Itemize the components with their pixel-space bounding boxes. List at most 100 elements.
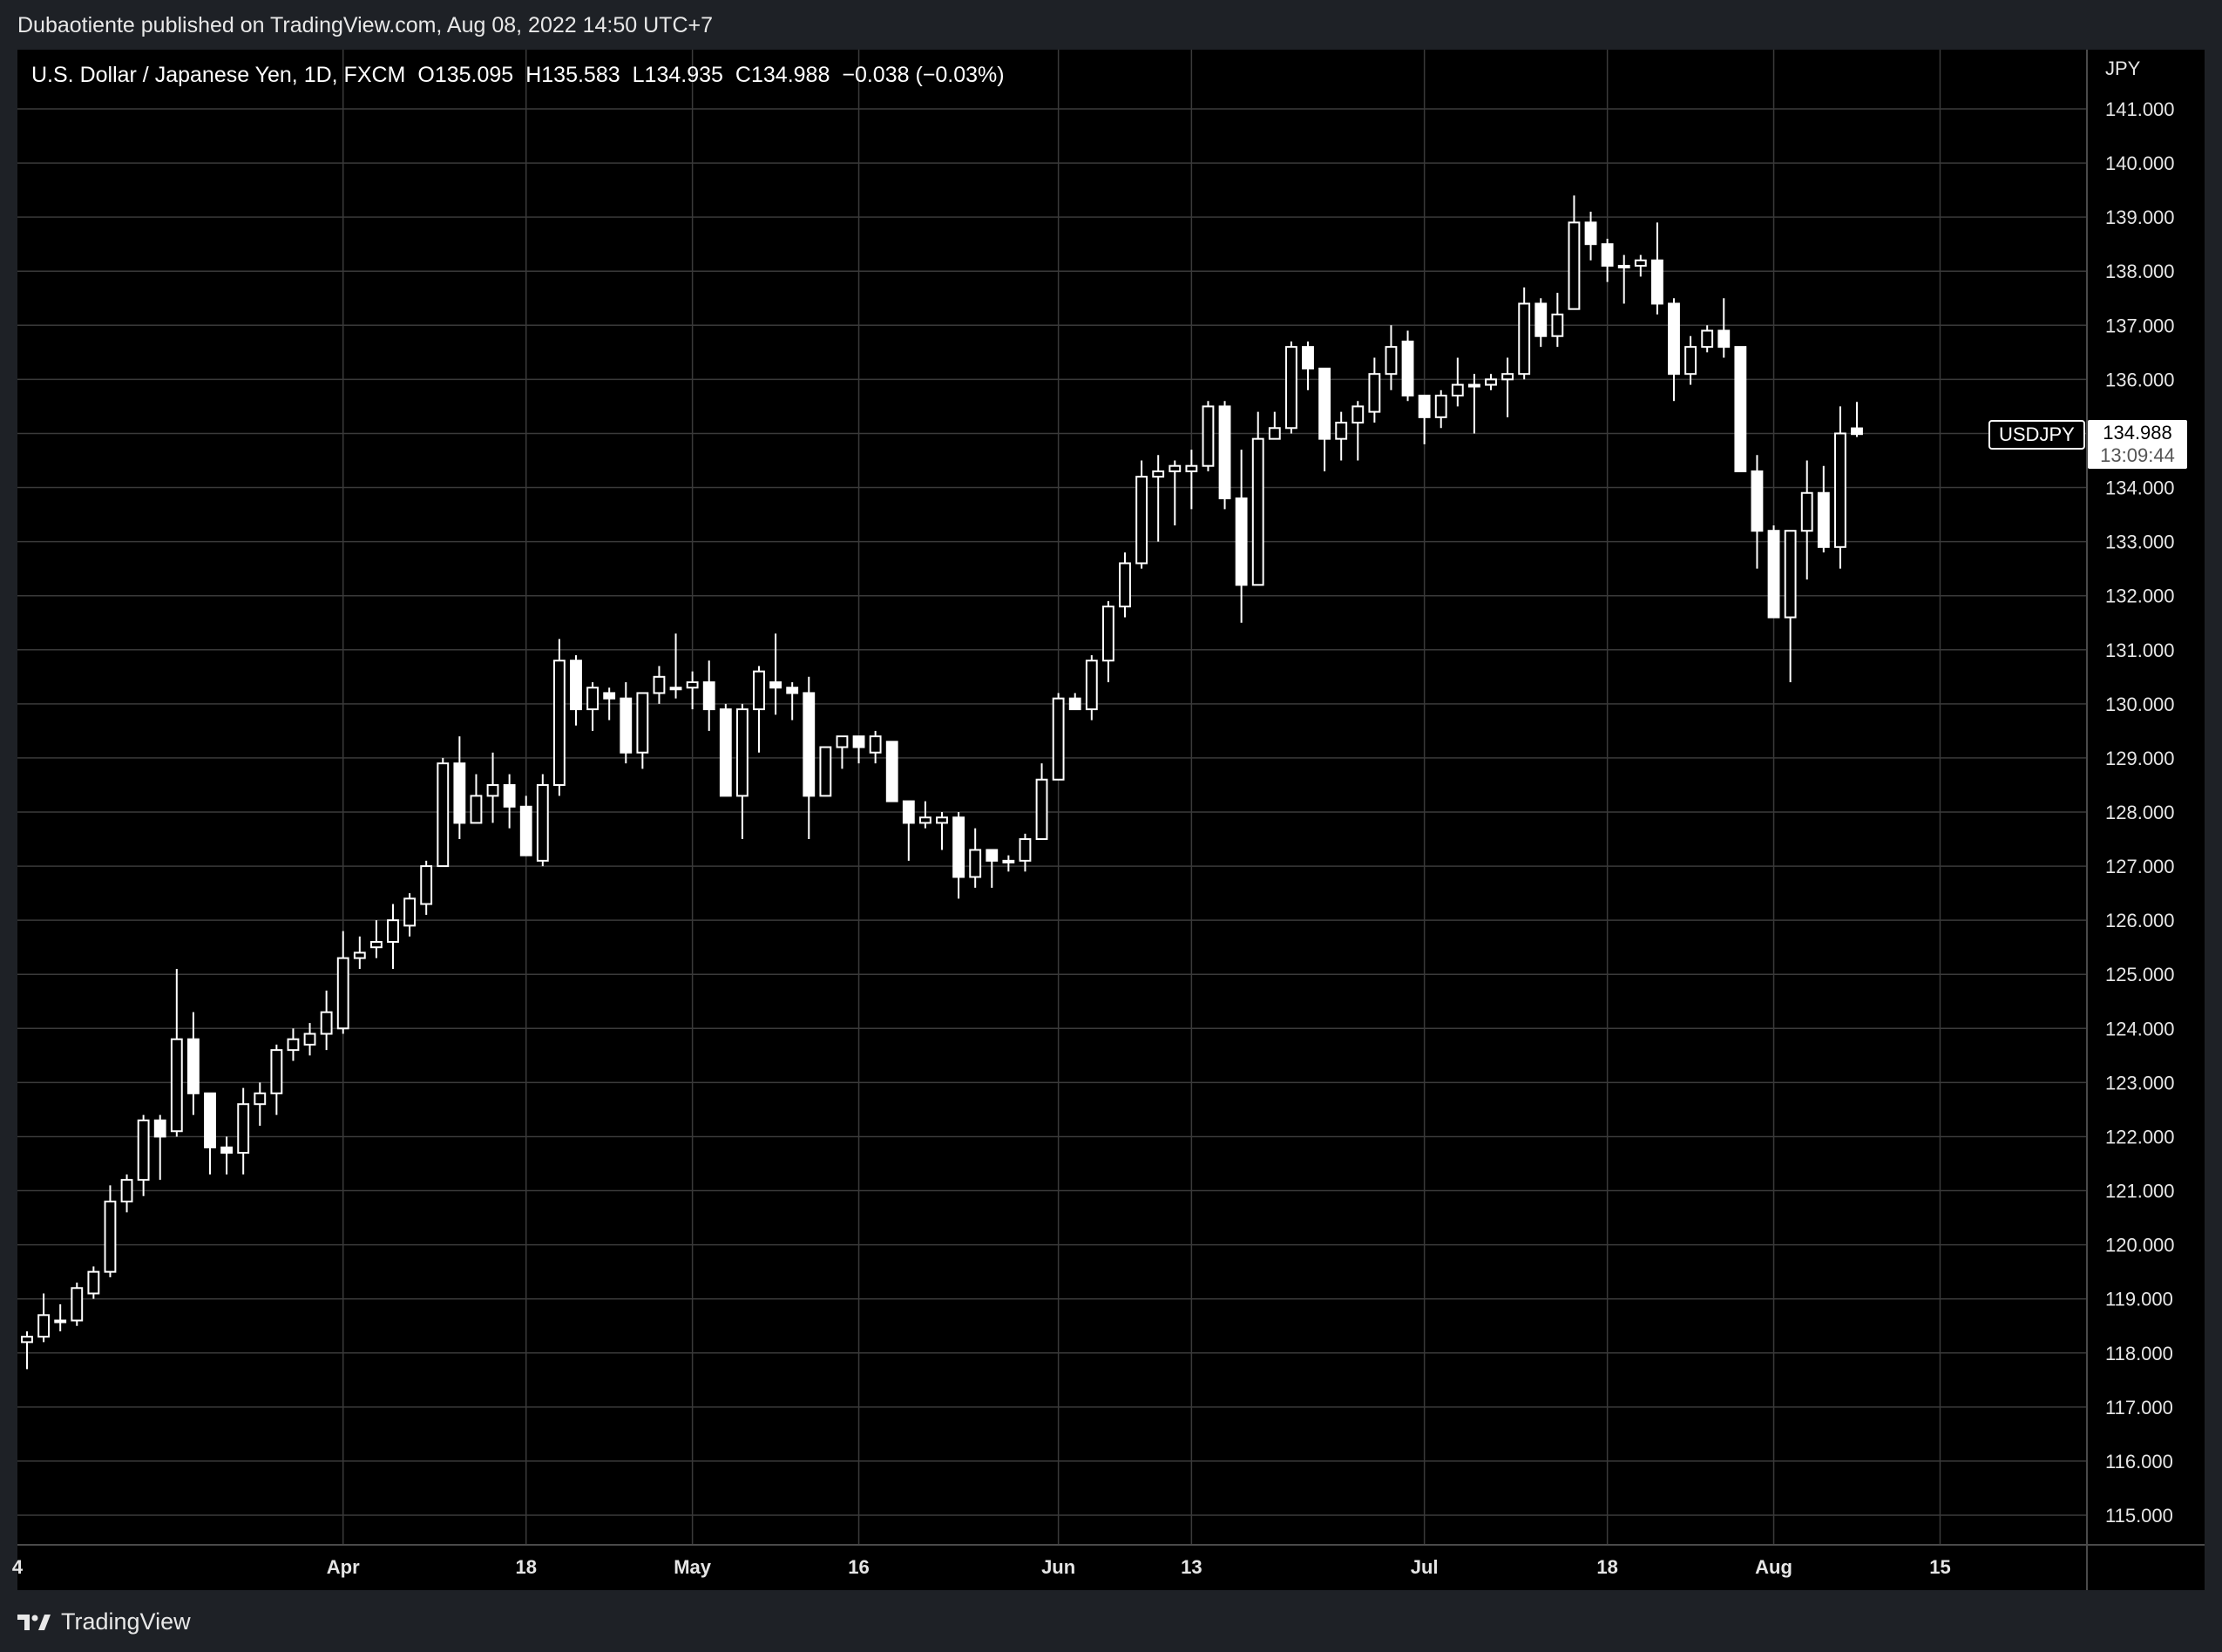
candle-body-up bbox=[1684, 346, 1697, 376]
candle-body-up bbox=[237, 1103, 250, 1154]
price-axis: 141.000 140.000 139.000 138.000 137.000 136.0… bbox=[2086, 50, 2175, 1590]
candle-body-down bbox=[603, 692, 616, 700]
candle-body-up bbox=[586, 687, 600, 711]
candle bbox=[1351, 401, 1365, 461]
candle bbox=[1467, 374, 1480, 434]
candle-body-up bbox=[1002, 859, 1015, 863]
candle-body-down bbox=[1668, 302, 1680, 376]
candle-body-up bbox=[669, 687, 682, 691]
candle-body-down bbox=[902, 800, 915, 824]
legend-title: U.S. Dollar / Japanese Yen, 1D, FXCM bbox=[31, 63, 406, 87]
candle bbox=[1302, 341, 1314, 390]
candle-body-up bbox=[1501, 373, 1514, 381]
candle-body-down bbox=[519, 805, 532, 856]
time-tick-label: 13 bbox=[1181, 1556, 1202, 1578]
candle-body-up bbox=[1119, 562, 1131, 608]
candle bbox=[1101, 600, 1114, 683]
last-price-label: 134.988 bbox=[2103, 422, 2172, 443]
candle-body-up bbox=[54, 1319, 67, 1324]
candle-body-down bbox=[1851, 427, 1863, 436]
header-bar: Dubaotiente published on TradingView.com… bbox=[0, 0, 2222, 50]
chart-area[interactable] bbox=[17, 50, 2205, 1590]
candle-body-up bbox=[1518, 302, 1531, 376]
candle-body-up bbox=[1202, 405, 1215, 467]
candle-body-down bbox=[1767, 530, 1780, 619]
candle bbox=[969, 828, 982, 888]
candle bbox=[702, 660, 715, 731]
candle bbox=[620, 682, 633, 764]
candle bbox=[519, 796, 532, 856]
candle-body-up bbox=[387, 919, 399, 943]
candle bbox=[1152, 455, 1165, 542]
candle bbox=[486, 752, 499, 823]
candle bbox=[1202, 401, 1215, 471]
candle bbox=[552, 639, 566, 796]
candle bbox=[87, 1266, 100, 1299]
candle-body-down bbox=[986, 849, 999, 862]
price-tick-label: 141.000 bbox=[2105, 98, 2175, 120]
legend-open: O135.095 bbox=[417, 63, 514, 87]
price-tick-label: 137.000 bbox=[2105, 315, 2175, 336]
candle-body-up bbox=[1152, 470, 1165, 478]
last-price-tag: 134.988 13:09:44 bbox=[2088, 420, 2187, 469]
candle bbox=[1800, 460, 1813, 580]
candle bbox=[1035, 763, 1048, 841]
candle bbox=[120, 1174, 133, 1213]
candle-body-up bbox=[1568, 221, 1581, 310]
candle-body-up bbox=[1434, 395, 1447, 418]
candle bbox=[852, 735, 865, 764]
candle bbox=[71, 1283, 84, 1326]
candle-body-up bbox=[1268, 427, 1281, 440]
candle bbox=[636, 692, 649, 769]
candle bbox=[353, 936, 366, 970]
candle-body-up bbox=[254, 1092, 267, 1106]
candle bbox=[1784, 530, 1797, 683]
candle bbox=[1418, 395, 1431, 444]
candle-body-up bbox=[1335, 422, 1348, 440]
candle bbox=[819, 746, 832, 797]
legend-high: H135.583 bbox=[525, 63, 620, 87]
candle bbox=[1185, 450, 1198, 510]
candles bbox=[21, 195, 1863, 1370]
candle-body-down bbox=[885, 741, 898, 802]
candle bbox=[1650, 222, 1663, 315]
candle-body-up bbox=[320, 1011, 333, 1035]
candle bbox=[1501, 357, 1514, 417]
time-tick-label: Apr bbox=[327, 1556, 360, 1578]
candle-body-up bbox=[336, 957, 349, 1030]
candle-body-up bbox=[1467, 383, 1480, 388]
price-tick-label: 140.000 bbox=[2105, 152, 2175, 174]
candle bbox=[1734, 346, 1747, 472]
candle bbox=[1851, 402, 1863, 437]
price-tick-label: 132.000 bbox=[2105, 586, 2175, 607]
price-tick-label: 115.000 bbox=[2105, 1505, 2173, 1527]
candle bbox=[1085, 654, 1098, 721]
price-tick-label: 118.000 bbox=[2105, 1343, 2173, 1364]
time-tick-label: 18 bbox=[515, 1556, 536, 1578]
candle-body-down bbox=[852, 735, 865, 748]
candle-body-up bbox=[287, 1038, 300, 1052]
price-tick-label: 133.000 bbox=[2105, 531, 2175, 553]
tradingview-brand[interactable]: TradingView bbox=[17, 1608, 191, 1635]
candle bbox=[1284, 341, 1297, 434]
candle-body-up bbox=[753, 670, 765, 711]
candle-body-up bbox=[486, 783, 499, 797]
candle bbox=[1617, 254, 1630, 304]
price-tick-label: 139.000 bbox=[2105, 206, 2175, 228]
candle bbox=[769, 633, 782, 715]
candle-body-up bbox=[1085, 660, 1098, 711]
legend-low: L134.935 bbox=[632, 63, 723, 87]
candle-body-up bbox=[836, 735, 849, 748]
candle bbox=[786, 682, 799, 721]
candle bbox=[986, 849, 999, 888]
time-tick-label: 18 bbox=[1596, 1556, 1617, 1578]
candle bbox=[1833, 406, 1846, 569]
candle bbox=[1518, 287, 1531, 380]
candle-body-down bbox=[453, 762, 466, 824]
time-tick-label: Jun bbox=[1041, 1556, 1075, 1578]
candle-body-up bbox=[1351, 405, 1365, 424]
candle bbox=[270, 1044, 283, 1115]
candle bbox=[1634, 254, 1647, 277]
candle-body-up bbox=[120, 1179, 133, 1202]
